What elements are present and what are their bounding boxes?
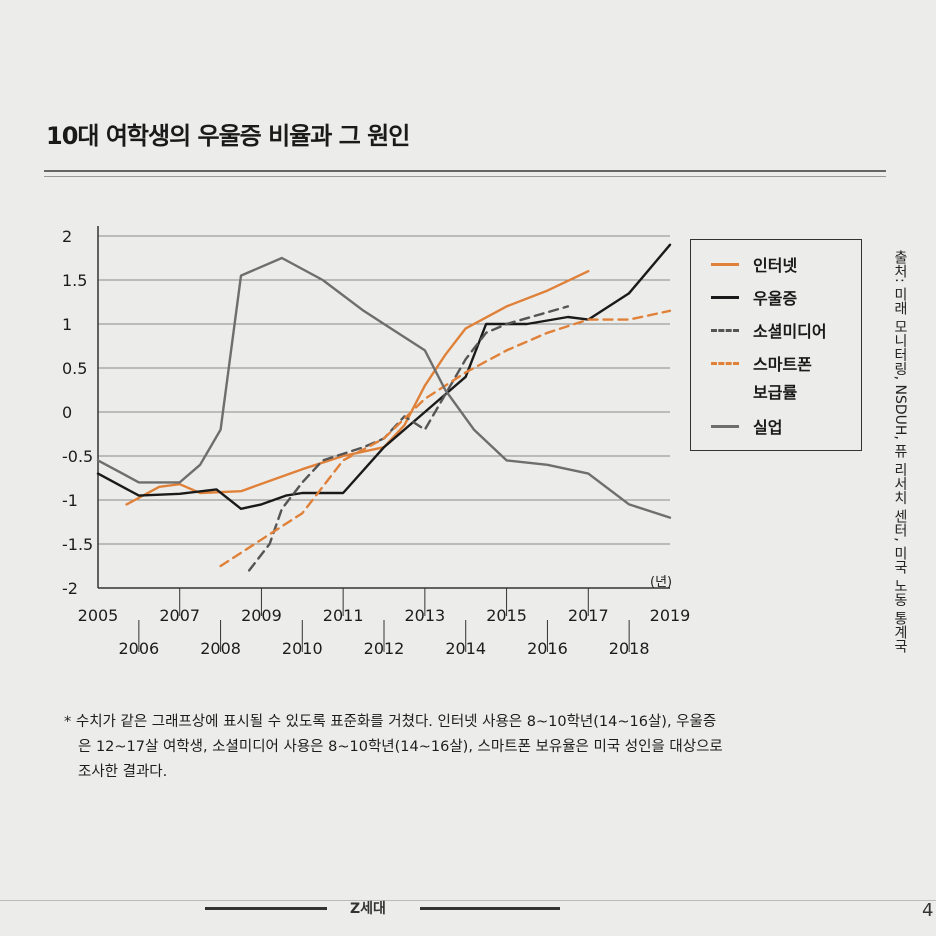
legend-label: 보급률 — [753, 383, 798, 402]
x-tick-label: 2017 — [568, 606, 609, 625]
y-tick-label: 0 — [62, 403, 72, 422]
legend-item-depression: 우울증 — [711, 285, 797, 309]
footnote-line: 조사한 결과다. — [78, 764, 168, 780]
series-line-social-media — [248, 305, 570, 572]
legend-item-internet: 인터넷 — [711, 252, 797, 276]
page-bottom-rule — [0, 900, 936, 901]
x-unit-label: (년) — [650, 575, 672, 590]
legend-item-social-media: 소셜미디어 — [711, 318, 827, 342]
footer-bar-right — [420, 907, 560, 910]
legend-label: 우울증 — [753, 289, 798, 308]
legend-item-penetration: 보급률 — [753, 379, 797, 403]
x-tick-label: 2011 — [323, 606, 364, 625]
legend-item-unemployment: 실업 — [711, 414, 782, 438]
legend-label: 실업 — [753, 418, 783, 437]
x-tick-label: 2005 — [78, 606, 119, 625]
page-number: 4 — [922, 900, 934, 921]
legend-label: 스마트폰 — [753, 355, 812, 374]
footer-label: Z세대 — [350, 901, 386, 917]
chart-legend: 인터넷 우울증 소셜미디어 스마트폰 보급률 실업 — [690, 239, 862, 451]
y-tick-label: -1 — [62, 491, 78, 510]
footer-bar-left — [205, 907, 327, 910]
x-tick-label: 2009 — [241, 606, 282, 625]
legend-swatch-internet — [711, 262, 739, 266]
line-chart: 2 1.5 1 0.5 0 -0.5 -1 -1.5 -2 (년) 2005 2007 2009 2011… — [62, 226, 691, 658]
legend-item-smartphone: 스마트폰 — [711, 351, 812, 375]
series-line-depression — [96, 243, 672, 510]
y-tick-label: -0.5 — [62, 447, 93, 466]
y-tick-label: 0.5 — [62, 359, 87, 378]
legend-swatch-unemployment — [711, 424, 739, 428]
x-tick-label: 2015 — [486, 606, 527, 625]
x-tick-label: 2012 — [364, 639, 405, 658]
series-line-smartphone — [219, 309, 672, 568]
x-tick-label: 2008 — [200, 639, 241, 658]
legend-swatch-depression — [711, 295, 739, 299]
footnote: * 수치가 같은 그래프상에 표시될 수 있도록 표준화를 거쳤다. 인터넷 사… — [64, 710, 864, 785]
x-tick-label: 2007 — [159, 606, 200, 625]
footnote-line: * 수치가 같은 그래프상에 표시될 수 있도록 표준화를 거쳤다. 인터넷 사… — [64, 714, 717, 730]
source-note: 출처: 미래 모니터링, NSDUH, 퓨 리서치 센터, 미국 노동 통계국 — [892, 250, 908, 654]
legend-swatch-smartphone — [711, 361, 739, 365]
x-tick-label: 2010 — [282, 639, 323, 658]
title-divider-thin — [44, 176, 886, 177]
x-tick-label: 2013 — [404, 606, 445, 625]
legend-swatch-social-media — [711, 328, 739, 332]
legend-label: 소셜미디어 — [753, 322, 827, 341]
x-tick-label: 2006 — [118, 639, 159, 658]
chart-title: 10대 여학생의 우울증 비율과 그 원인 — [46, 122, 410, 150]
y-tick-label: 1 — [62, 315, 72, 334]
title-divider — [44, 170, 886, 172]
series-line-unemployment — [96, 256, 672, 519]
footnote-line: 은 12~17살 여학생, 소셜미디어 사용은 8~10학년(14~16살), … — [78, 739, 723, 755]
y-tick-label: 2 — [62, 227, 72, 246]
x-tick-label: 2014 — [445, 639, 486, 658]
x-tick-label: 2018 — [609, 639, 650, 658]
legend-label: 인터넷 — [753, 256, 798, 275]
y-tick-label: 1.5 — [62, 271, 87, 290]
y-tick-label: -2 — [62, 579, 78, 598]
x-tick-label: 2019 — [650, 606, 691, 625]
x-tick-label: 2016 — [527, 639, 568, 658]
y-tick-label: -1.5 — [62, 535, 93, 554]
